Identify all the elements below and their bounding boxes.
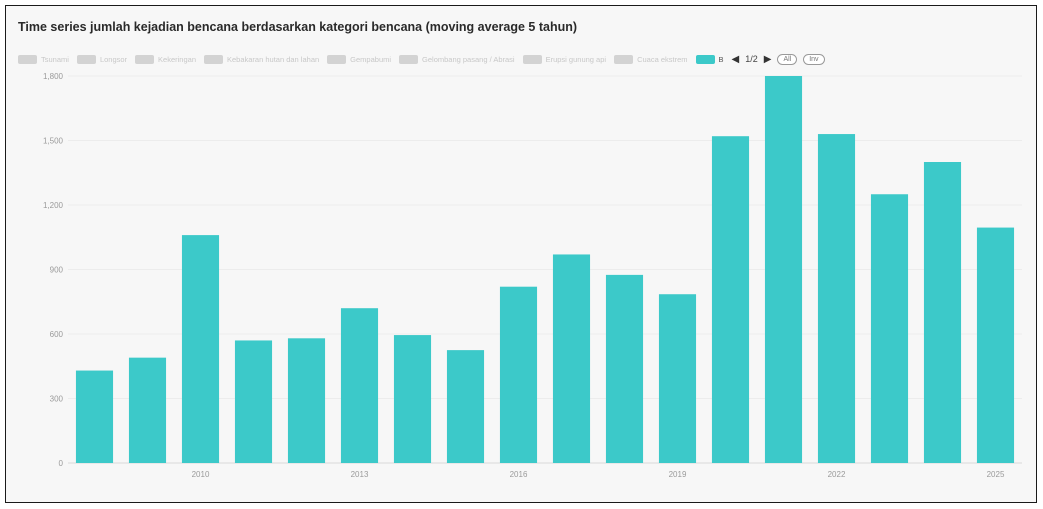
bar-2012[interactable] <box>287 338 326 463</box>
x-tick-label: 2013 <box>351 470 369 479</box>
legend-label: Erupsi gunung api <box>545 54 607 64</box>
legend-swatch <box>614 54 634 64</box>
legend-item-kekeringan[interactable]: Kekeringan <box>135 54 196 64</box>
x-tick-label: 2016 <box>510 470 528 479</box>
legend-swatch <box>327 54 347 64</box>
legend-item-b[interactable]: B <box>695 54 724 64</box>
legend-label: Longsor <box>99 54 128 64</box>
legend-item-kebakaran[interactable]: Kebakaran hutan dan lahan <box>204 54 320 64</box>
legend-swatch <box>18 54 37 64</box>
legend-label: B <box>718 54 724 64</box>
bar-2015[interactable] <box>446 350 485 463</box>
bar-chart: 0 300 600 900 1,200 1,500 1,800 2010 2013 2016 201… <box>43 72 1022 479</box>
bar-2010[interactable] <box>181 235 220 463</box>
bar-2011[interactable] <box>234 340 273 463</box>
legend-item-gelombang[interactable]: Gelombang pasang / Abrasi <box>399 54 515 64</box>
y-tick-label: 1,200 <box>43 201 64 210</box>
bar-2023[interactable] <box>870 194 909 463</box>
legend-label: Kebakaran hutan dan lahan <box>227 54 320 64</box>
chart-title: Time series jumlah kejadian bencana berd… <box>18 20 578 34</box>
legend-label: Kekeringan <box>158 54 196 64</box>
bar-2024[interactable] <box>923 162 962 463</box>
legend-swatch <box>204 54 223 64</box>
bar-2021[interactable] <box>764 76 803 463</box>
y-tick-label: 0 <box>59 459 64 468</box>
x-tick-label: 2019 <box>669 470 687 479</box>
legend: Tsunami Longsor Kekeringan Kebakaran hut… <box>18 48 1033 70</box>
bar-2020[interactable] <box>711 136 750 463</box>
bar-2008[interactable] <box>75 370 114 463</box>
bar-2025[interactable] <box>976 227 1015 463</box>
legend-label: Gempabumi <box>350 54 392 64</box>
legend-label: Tsunami <box>41 54 69 64</box>
legend-item-cuaca[interactable]: Cuaca ekstrem <box>614 54 688 64</box>
y-tick-label: 1,800 <box>43 72 64 81</box>
legend-swatch <box>522 54 542 64</box>
x-tick-label: 2010 <box>192 470 210 479</box>
y-tick-label: 600 <box>50 330 64 339</box>
legend-item-longsor[interactable]: Longsor <box>76 54 128 64</box>
legend-label: Cuaca ekstrem <box>637 54 688 64</box>
x-tick-label: 2022 <box>828 470 846 479</box>
bar-2019[interactable] <box>658 294 697 463</box>
invert-selection-button[interactable]: Inv <box>803 53 825 65</box>
prev-page-icon[interactable]: ◀ <box>731 53 740 65</box>
legend-swatch <box>695 54 715 64</box>
page-indicator: 1/2 <box>745 54 758 64</box>
bar-2016[interactable] <box>499 286 538 463</box>
y-tick-label: 300 <box>50 395 64 404</box>
legend-swatch <box>76 54 96 64</box>
select-all-button[interactable]: All <box>777 53 798 65</box>
bar-2013[interactable] <box>340 308 379 463</box>
x-tick-label: 2025 <box>987 470 1005 479</box>
bar-2017[interactable] <box>552 254 591 463</box>
bar-2009[interactable] <box>128 357 167 463</box>
bar-2022[interactable] <box>817 134 856 464</box>
next-page-icon[interactable]: ▶ <box>763 53 772 65</box>
legend-swatch <box>399 54 419 64</box>
legend-item-tsunami[interactable]: Tsunami <box>18 54 69 64</box>
chart-frame: Time series jumlah kejadian bencana berd… <box>5 5 1037 503</box>
bar-2014[interactable] <box>393 335 432 463</box>
legend-item-erupsi[interactable]: Erupsi gunung api <box>522 54 607 64</box>
legend-swatch <box>135 54 155 64</box>
y-tick-label: 1,500 <box>43 137 64 146</box>
legend-pager: ◀ 1/2 ▶ All Inv <box>731 53 825 65</box>
legend-label: Gelombang pasang / Abrasi <box>422 54 515 64</box>
legend-item-gempabumi[interactable]: Gempabumi <box>327 54 392 64</box>
bar-2018[interactable] <box>605 274 644 463</box>
y-tick-label: 900 <box>50 266 64 275</box>
